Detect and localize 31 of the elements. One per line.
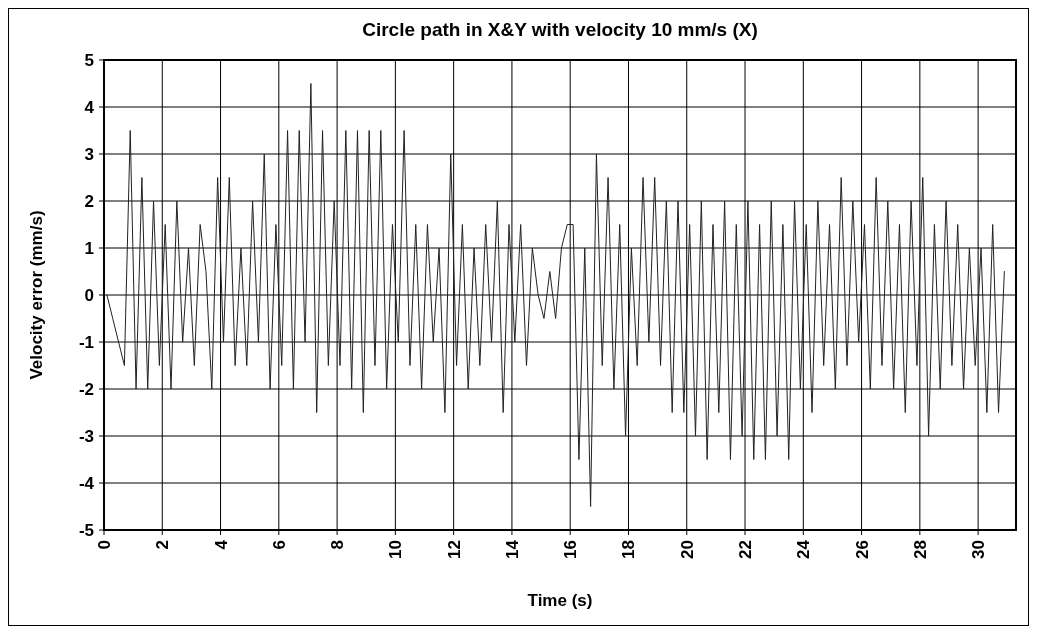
x-tick-label: 4 <box>211 539 231 550</box>
x-tick-label: 14 <box>502 539 522 559</box>
y-tick-label: 5 <box>84 50 94 70</box>
x-tick-label: 18 <box>619 540 639 559</box>
x-tick-label: 12 <box>444 540 464 559</box>
y-tick-label: 4 <box>84 97 95 117</box>
x-tick-label: 30 <box>969 540 989 559</box>
x-tick-label: 0 <box>94 540 114 550</box>
x-tick-label: 22 <box>735 540 755 559</box>
x-axis-title: Time (s) <box>527 591 593 610</box>
x-tick-label: 10 <box>386 540 406 559</box>
y-tick-label: -3 <box>78 426 94 446</box>
y-tick-label: -5 <box>78 520 94 540</box>
x-tick-label: 26 <box>852 540 872 559</box>
y-axis-title: Velocity error (mm/s) <box>27 210 46 380</box>
y-tick-label: -4 <box>78 473 95 493</box>
line-series <box>106 83 1005 507</box>
x-tick-label: 24 <box>794 539 814 559</box>
x-tick-label: 2 <box>153 540 173 550</box>
y-tick-label: -1 <box>78 332 94 352</box>
chart-title: Circle path in X&Y with velocity 10 mm/s (X) <box>362 19 758 40</box>
y-tick-label: 1 <box>84 238 94 258</box>
x-tick-label: 16 <box>561 540 581 559</box>
x-tick-label: 8 <box>328 540 348 550</box>
y-tick-label: 3 <box>84 144 94 164</box>
y-tick-label: -2 <box>78 379 94 399</box>
x-tick-label: 6 <box>269 540 289 550</box>
y-tick-label: 2 <box>84 191 94 211</box>
y-tick-label: 0 <box>84 285 94 305</box>
x-tick-label: 28 <box>910 540 930 559</box>
x-tick-label: 20 <box>677 540 697 559</box>
